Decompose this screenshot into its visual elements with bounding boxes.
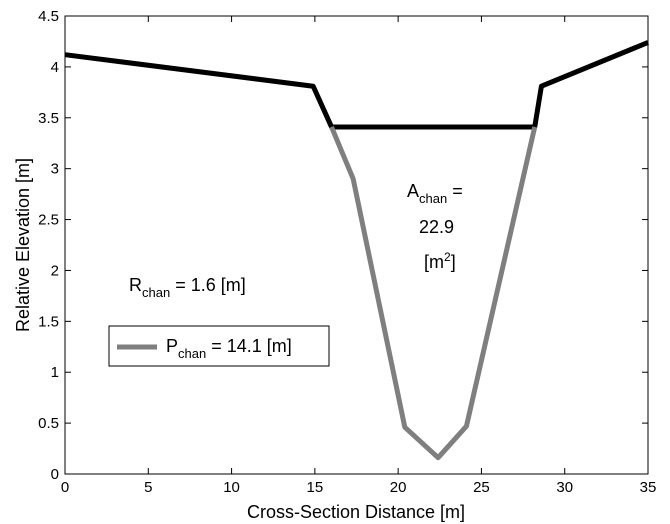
wetted-perimeter-line — [329, 125, 538, 461]
y-tick-label: 0 — [51, 466, 59, 483]
ground-surface-line — [64, 40, 649, 130]
legend: Pchan = 14.1 [m] — [108, 325, 330, 367]
x-tick-label: 25 — [473, 479, 490, 496]
y-tick-label: 4 — [51, 59, 59, 76]
x-tick-label: 20 — [390, 479, 407, 496]
y-tick-label: 2.5 — [38, 212, 59, 229]
y-tick-label: 2 — [51, 262, 59, 279]
area-annotation: Achan = 22.9 [m2] — [407, 181, 463, 272]
x-tick-label: 30 — [556, 479, 573, 496]
y-axis-ticks: 0 0.5 1 1.5 2 2.5 3 3.5 4 4.5 — [38, 8, 648, 483]
y-tick-label: 3 — [51, 161, 59, 178]
y-tick-label: 1.5 — [38, 313, 59, 330]
area-label: Achan = — [407, 181, 463, 206]
plot-frame — [64, 15, 649, 475]
x-axis-ticks: 0 5 10 15 20 25 30 35 — [61, 16, 657, 496]
y-tick-label: 3.5 — [38, 110, 59, 127]
legend-label: Pchan = 14.1 [m] — [166, 336, 292, 361]
x-tick-label: 5 — [144, 479, 152, 496]
x-tick-label: 35 — [640, 479, 657, 496]
series-layer — [64, 40, 649, 461]
y-tick-label: 4.5 — [38, 8, 59, 25]
x-tick-label: 15 — [307, 479, 324, 496]
hydraulic-radius-label: Rchan = 1.6 [m] — [129, 275, 246, 300]
y-tick-label: 1 — [51, 364, 59, 381]
area-value: 22.9 — [419, 217, 454, 237]
area-unit: [m2] — [424, 250, 456, 272]
x-tick-label: 10 — [223, 479, 240, 496]
x-tick-label: 0 — [61, 479, 69, 496]
y-axis-title: Relative Elevation [m] — [13, 158, 33, 332]
x-axis-title: Cross-Section Distance [m] — [247, 502, 465, 522]
y-tick-label: 0.5 — [38, 415, 59, 432]
